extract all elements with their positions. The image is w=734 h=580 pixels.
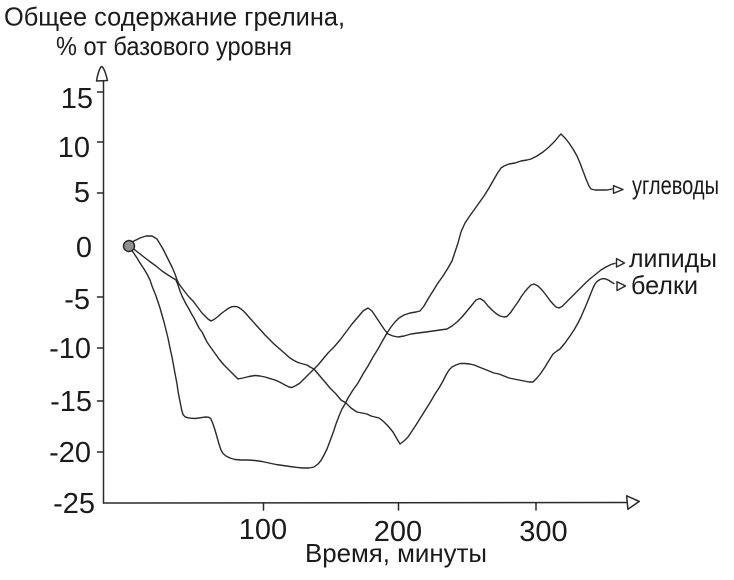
svg-text:Время, минуты: Время, минуты bbox=[305, 538, 487, 568]
svg-text:липиды: липиды bbox=[629, 243, 717, 273]
svg-text:15: 15 bbox=[61, 83, 93, 115]
svg-text:Общее содержание грелина,: Общее содержание грелина, bbox=[4, 2, 345, 32]
svg-text:300: 300 bbox=[519, 516, 567, 548]
svg-text:белки: белки bbox=[631, 270, 698, 300]
svg-text:-15: -15 bbox=[50, 386, 92, 418]
svg-text:200: 200 bbox=[374, 516, 422, 548]
svg-text:-20: -20 bbox=[49, 437, 91, 469]
svg-text:100: 100 bbox=[239, 514, 287, 546]
svg-text:10: 10 bbox=[58, 132, 90, 164]
svg-text:-5: -5 bbox=[64, 284, 90, 316]
svg-text:углеводы: углеводы bbox=[632, 170, 719, 200]
svg-text:0: 0 bbox=[76, 232, 92, 264]
svg-text:5: 5 bbox=[74, 177, 90, 209]
svg-text:% от базового уровня: % от базового уровня bbox=[56, 31, 292, 61]
svg-text:-25: -25 bbox=[53, 488, 95, 520]
svg-text:-10: -10 bbox=[49, 333, 91, 365]
